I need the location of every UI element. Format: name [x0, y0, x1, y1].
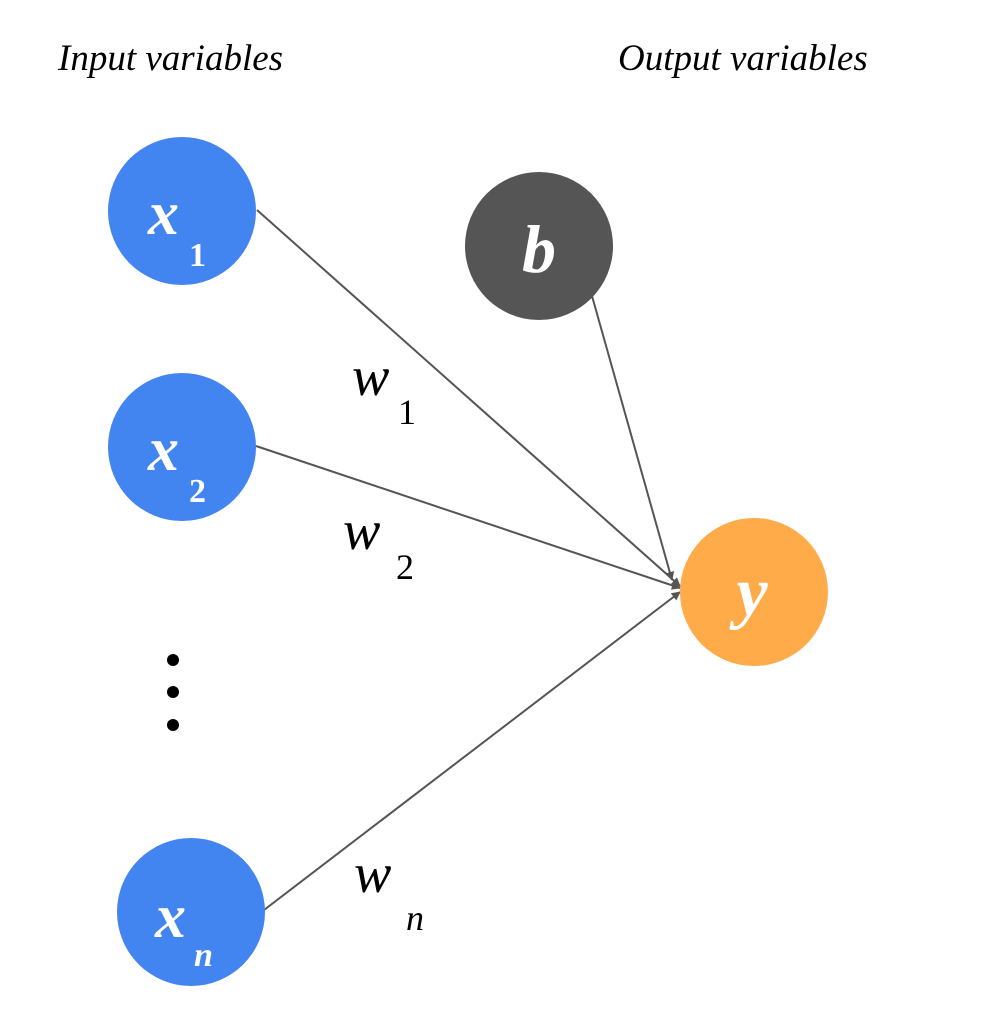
- input-node-x1-subscript: 1: [189, 237, 206, 274]
- vertical-ellipsis-icon: [167, 654, 179, 731]
- edge-xn-to-y: [263, 591, 681, 911]
- input-variables-caption: Input variables: [57, 38, 283, 79]
- weight-w1-subscript: 1: [398, 392, 416, 432]
- output-node-y: y: [680, 518, 828, 666]
- weight-w2-subscript: 2: [396, 547, 414, 587]
- weight-label-w1: w 1: [352, 346, 416, 432]
- bias-node-b-label: b: [522, 211, 556, 287]
- input-node-xn-subscript: n: [194, 937, 213, 974]
- input-node-x1: x 1: [108, 137, 256, 285]
- output-variables-caption: Output variables: [618, 38, 868, 79]
- bias-node-b: b: [465, 172, 613, 320]
- edge-x1-to-y: [256, 209, 681, 587]
- input-node-x1-circle: [108, 137, 256, 285]
- input-node-x2-subscript: 2: [189, 473, 206, 510]
- input-node-xn-label: x: [154, 883, 186, 951]
- weight-wn-main: w: [354, 843, 391, 905]
- weight-w1-main: w: [352, 346, 389, 408]
- bias-node-b-circle: [465, 172, 613, 320]
- weight-wn-subscript: n: [406, 898, 424, 938]
- input-node-x2-circle: [108, 373, 256, 521]
- output-node-y-circle: [680, 518, 828, 666]
- input-node-x2: x 2: [108, 373, 256, 521]
- input-node-x1-label: x: [147, 180, 179, 248]
- weight-label-w2: w 2: [343, 500, 414, 587]
- input-node-xn-circle: [117, 838, 265, 986]
- weight-label-wn: w n: [354, 843, 424, 938]
- input-node-x2-label: x: [147, 416, 179, 484]
- weight-w2-main: w: [343, 500, 380, 562]
- input-node-xn: x n: [117, 838, 265, 986]
- edge-x2-to-y: [255, 445, 681, 590]
- output-node-y-label: y: [729, 554, 768, 631]
- edge-b-to-y: [591, 295, 675, 581]
